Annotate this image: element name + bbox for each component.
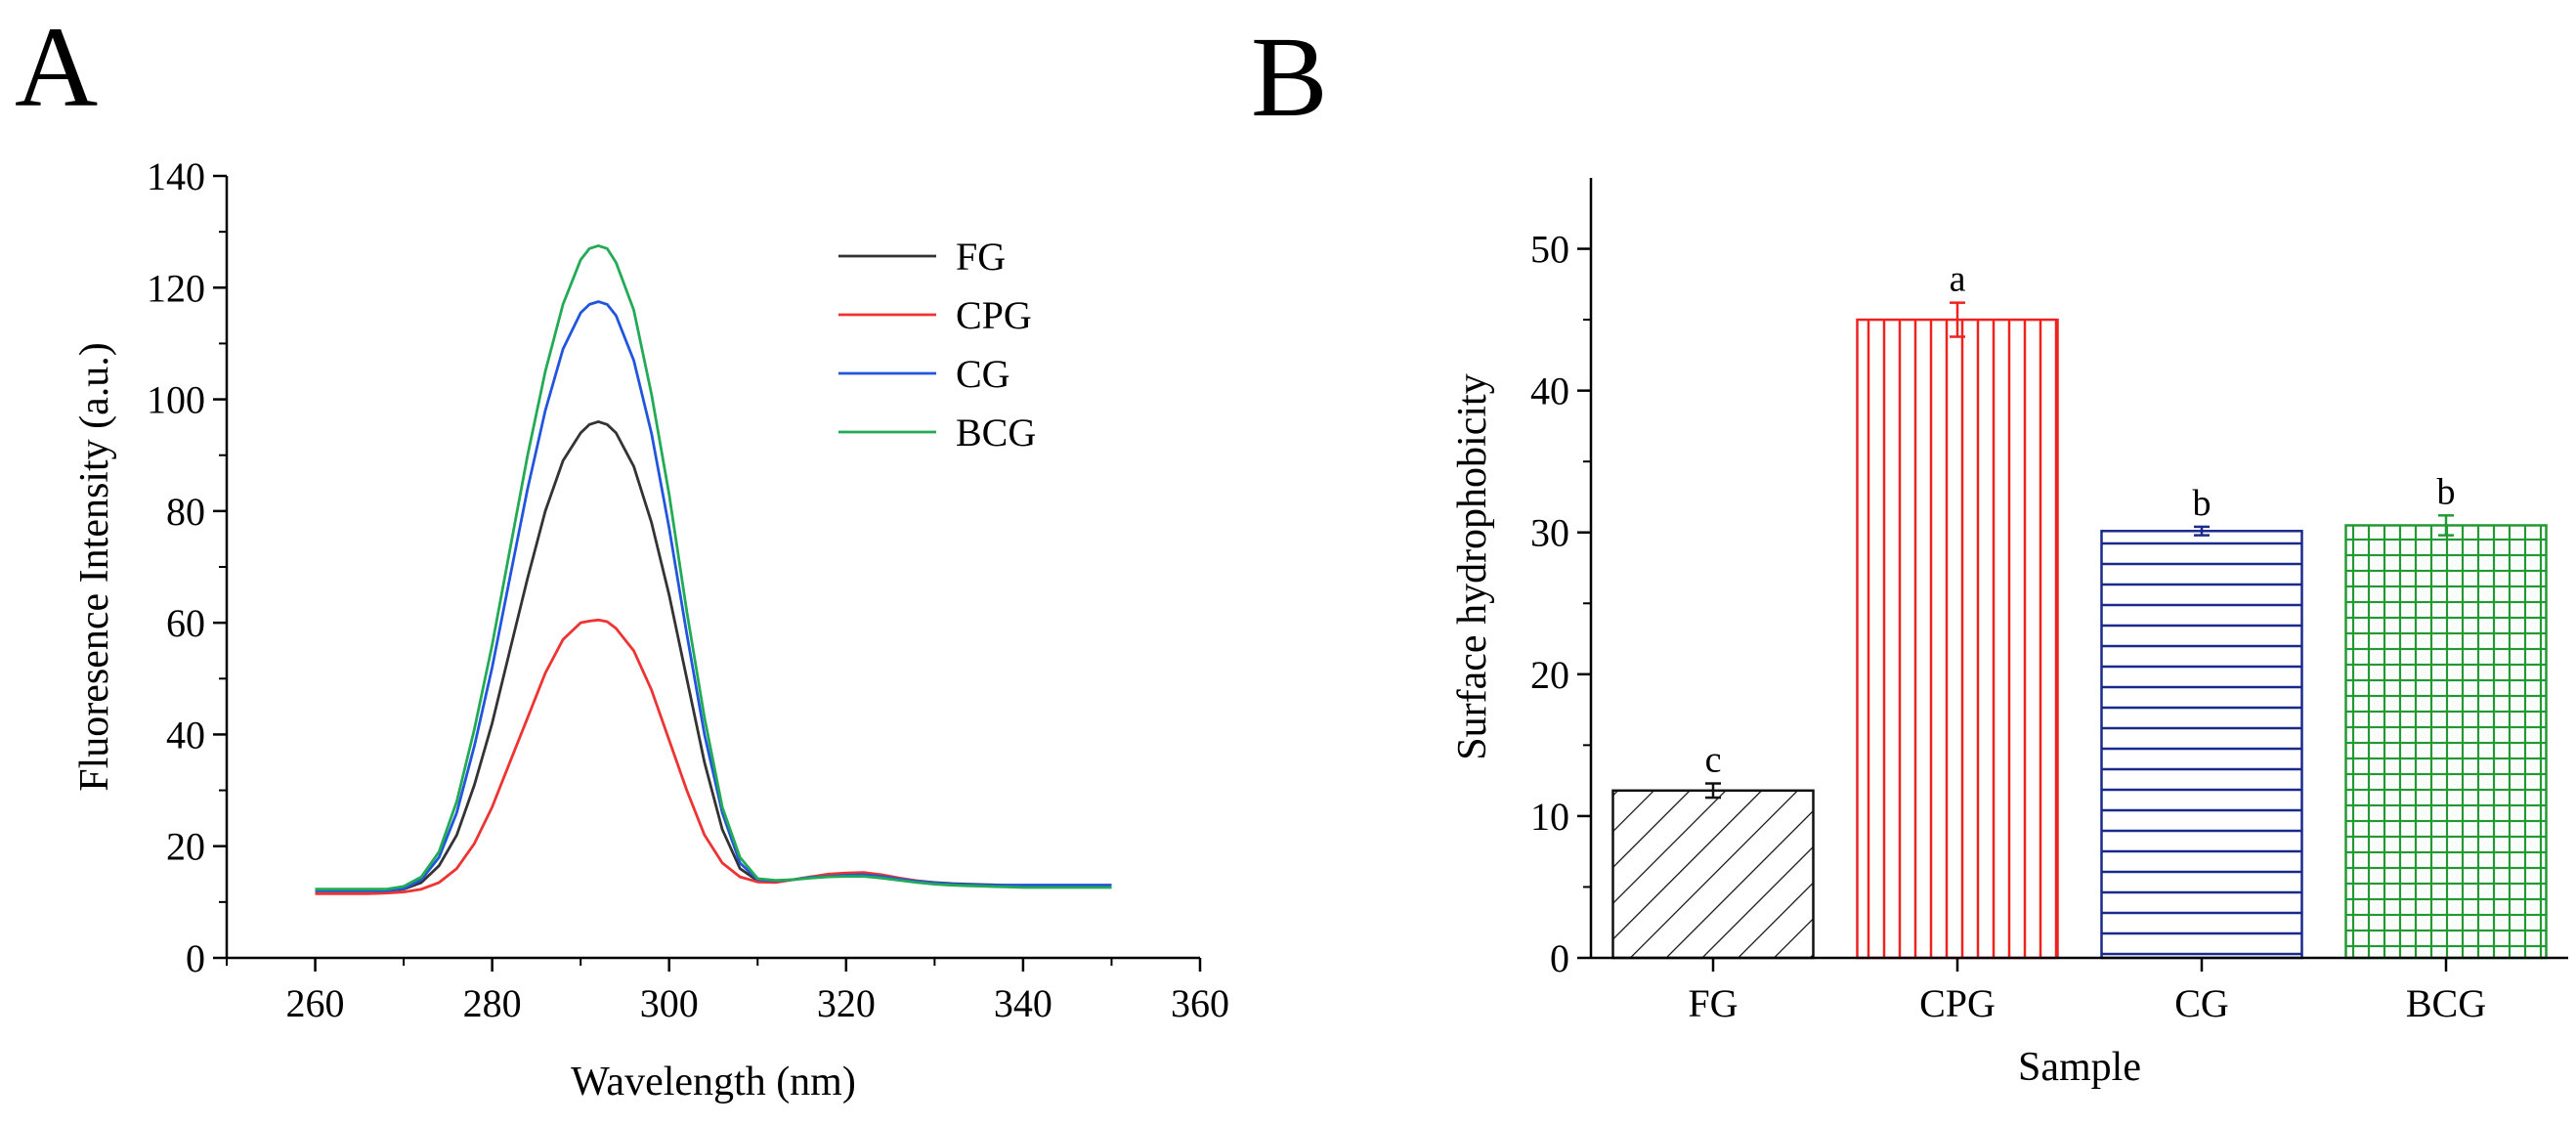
panel-b: B c a b b 0 10 20 30 40 50 FG CPG CG BCG Sample Surf…: [1251, 13, 2568, 1090]
panel-b-x-label: Sample: [2018, 1045, 2141, 1090]
panel-a-x-tick-label: 320: [817, 981, 876, 1025]
legend-label-bcg: BCG: [956, 411, 1036, 455]
panel-b-x-tick-label: CG: [2174, 981, 2229, 1025]
panel-b-x-tick-label: FG: [1688, 981, 1738, 1025]
panel-b-y-tick-label: 0: [1550, 936, 1569, 980]
bar-bcg: [2344, 524, 2548, 960]
significance-label-cpg: a: [1950, 259, 1966, 300]
panel-a-x-tick-label: 340: [994, 981, 1052, 1025]
panel-a-letter: A: [15, 3, 98, 131]
panel-a-x-label: Wavelength (nm): [571, 1060, 856, 1104]
panel-a-y-tick-label: 120: [147, 266, 205, 310]
panel-b-x-tick-label: BCG: [2406, 981, 2486, 1025]
panel-b-ticks: 0 10 20 30 40 50 FG CPG CG BCG: [1530, 228, 2486, 1025]
panel-a-y-label: Fluoresence Intensity (a.u.): [72, 342, 117, 792]
panel-a-y-tick-label: 140: [147, 154, 205, 198]
legend-label-cg: CG: [956, 352, 1010, 396]
panel-a-x-tick-label: 280: [463, 981, 522, 1025]
panel-b-y-tick-label: 50: [1530, 228, 1569, 272]
panel-b-y-label: Surface hydrophobicity: [1450, 373, 1495, 759]
panel-a-y-tick-label: 0: [186, 936, 205, 980]
panel-a-y-tick-label: 100: [147, 378, 205, 422]
panel-b-letter: B: [1251, 13, 1328, 141]
panel-b-y-tick-label: 20: [1530, 653, 1569, 697]
panel-a-ticks: 260 280 300 320 340 360 0 20 40 60 80 100 120 140: [147, 154, 1229, 1025]
significance-label-bcg: b: [2437, 471, 2456, 512]
significance-label-fg: c: [1705, 740, 1722, 781]
panel-b-y-tick-label: 10: [1530, 795, 1569, 839]
series-line-bcg: [315, 244, 1112, 891]
bar-fg: [1611, 789, 1815, 960]
panel-a-series: [315, 244, 1112, 895]
panel-b-plot-area: c a b b 0 10 20 30 40 50 FG CPG CG BCG: [1530, 178, 2568, 1025]
panel-a-plot-area: 260 280 300 320 340 360 0 20 40 60 80 100 120 140: [147, 154, 1229, 1025]
panel-a-x-tick-label: 300: [640, 981, 699, 1025]
series-line-fg: [315, 420, 1112, 892]
panel-a-legend: FG CPG CG BCG: [838, 235, 1036, 455]
bar-cpg: [1856, 318, 2059, 960]
panel-b-x-tick-label: CPG: [1919, 981, 1996, 1025]
panel-a-y-tick-label: 80: [166, 490, 205, 534]
panel-b-y-tick-label: 40: [1530, 369, 1569, 413]
panel-a-y-tick-label: 60: [166, 601, 205, 645]
panel-a-y-tick-label: 20: [166, 825, 205, 869]
bar-cg: [2100, 530, 2303, 960]
legend-label-cpg: CPG: [956, 293, 1032, 337]
panel-a-x-tick-label: 260: [286, 981, 345, 1025]
panel-a-x-tick-label: 360: [1171, 981, 1229, 1025]
legend-label-fg: FG: [956, 235, 1006, 279]
significance-label-cg: b: [2193, 483, 2211, 524]
panel-a: A 260 280 300 320 340 360 0 20 40 60 80 100 120 140 F…: [15, 3, 1229, 1104]
panel-b-y-tick-label: 30: [1530, 511, 1569, 555]
panel-a-y-tick-label: 40: [166, 713, 205, 757]
panel-b-bars: c a b b: [1611, 259, 2548, 960]
